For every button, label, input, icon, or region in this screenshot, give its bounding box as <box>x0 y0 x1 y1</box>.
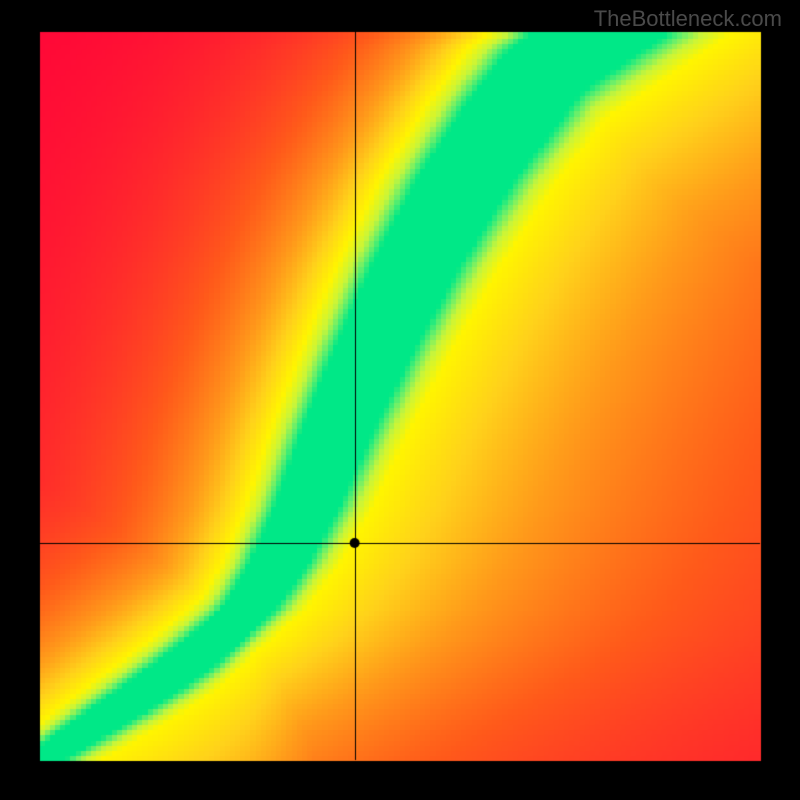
chart-container: TheBottleneck.com <box>0 0 800 800</box>
watermark-text: TheBottleneck.com <box>594 6 782 32</box>
bottleneck-heatmap <box>0 0 800 800</box>
